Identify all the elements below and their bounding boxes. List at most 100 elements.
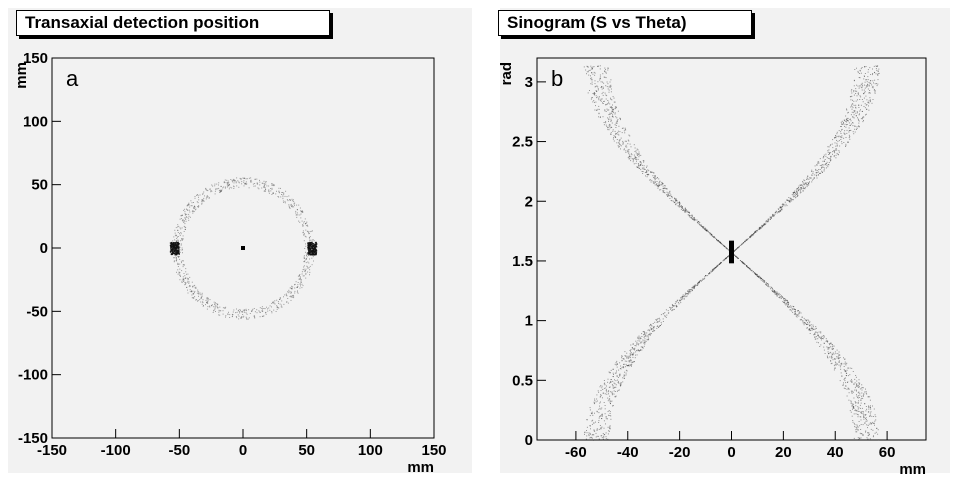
sinogram-point <box>611 109 613 111</box>
sinogram-point <box>654 321 656 323</box>
sinogram-point <box>855 88 857 90</box>
cluster-point <box>308 252 310 254</box>
sinogram-point <box>826 346 828 348</box>
ring-point <box>253 185 255 187</box>
sinogram-point <box>612 109 614 111</box>
sinogram-point <box>772 214 774 216</box>
ring-point <box>243 181 245 183</box>
sinogram-point <box>646 338 648 340</box>
ring-point <box>239 309 241 310</box>
sinogram-point <box>603 76 605 78</box>
ring-point <box>305 223 307 225</box>
sinogram-point <box>806 319 808 321</box>
ring-point <box>293 203 295 205</box>
ring-point <box>279 303 281 305</box>
ring-point <box>220 190 222 192</box>
ring-point <box>194 287 196 289</box>
sinogram-point <box>650 329 652 331</box>
sinogram-point <box>753 233 754 235</box>
sinogram-point <box>873 435 874 437</box>
sinogram-point <box>597 86 599 88</box>
ring-point <box>285 294 287 296</box>
ring-point <box>186 273 187 275</box>
sinogram-point <box>807 178 809 180</box>
ring-point <box>184 217 186 219</box>
y-axis-label: rad <box>498 62 515 85</box>
cluster-point <box>313 245 315 247</box>
sinogram-point <box>605 124 607 126</box>
sinogram-point <box>610 112 612 114</box>
ring-point <box>198 293 200 295</box>
sinogram-point <box>644 342 646 344</box>
sinogram-point <box>605 85 607 87</box>
cluster-point <box>175 249 177 251</box>
sinogram-point <box>809 333 811 334</box>
sinogram-point <box>768 218 770 220</box>
sinogram-point <box>809 181 810 183</box>
sinogram-point <box>840 126 842 127</box>
sinogram-point <box>757 274 758 276</box>
sinogram-point <box>861 67 863 68</box>
sinogram-point <box>822 338 823 339</box>
sinogram-point <box>604 92 606 94</box>
sinogram-point <box>860 437 862 439</box>
ring-point <box>311 239 313 241</box>
sinogram-point <box>855 112 857 114</box>
sinogram-point <box>837 353 839 355</box>
ring-point <box>288 291 290 293</box>
cluster-point <box>311 249 313 252</box>
y-tick-label: 2 <box>525 193 533 210</box>
sinogram-point <box>598 412 600 414</box>
ring-point <box>181 247 183 249</box>
sinogram-point <box>618 146 620 148</box>
sinogram-point <box>636 166 638 168</box>
sinogram-point <box>874 79 876 81</box>
sinogram-point <box>655 181 656 183</box>
sinogram-point <box>758 275 760 277</box>
ring-point <box>238 315 240 317</box>
ring-point <box>273 185 275 187</box>
sinogram-point <box>658 317 660 319</box>
ring-point <box>283 193 285 195</box>
sinogram-point <box>776 293 778 294</box>
sinogram-point <box>639 340 641 342</box>
sinogram-point <box>722 244 724 246</box>
sinogram-point <box>627 157 629 159</box>
sinogram-point <box>792 311 794 313</box>
sinogram-point <box>862 101 864 103</box>
sinogram-point <box>591 72 592 74</box>
sinogram-point <box>843 387 845 389</box>
sinogram-point <box>644 340 646 342</box>
ring-point <box>218 314 220 316</box>
sinogram-point <box>850 124 851 126</box>
sinogram-point <box>846 109 848 111</box>
sinogram-point <box>875 68 877 70</box>
plot-pad <box>500 8 950 473</box>
sinogram-point <box>828 347 830 349</box>
sinogram-point <box>717 240 719 241</box>
sinogram-point <box>713 237 715 239</box>
sinogram-point <box>869 407 871 409</box>
sinogram-point <box>659 181 661 183</box>
sinogram-point <box>819 158 821 160</box>
sinogram-point <box>791 198 792 200</box>
sinogram-point <box>652 330 653 332</box>
sinogram-point <box>654 176 656 178</box>
sinogram-point <box>603 124 605 126</box>
ring-point <box>300 213 302 215</box>
sinogram-point <box>742 242 744 244</box>
sinogram-point <box>870 82 872 84</box>
sinogram-point <box>787 301 789 303</box>
sinogram-point <box>609 124 611 126</box>
sinogram-point <box>679 205 681 207</box>
sinogram-point <box>829 160 831 162</box>
sinogram-point <box>609 426 611 428</box>
sinogram-point <box>632 361 633 363</box>
sinogram-point <box>684 211 686 213</box>
sinogram-point <box>591 423 593 425</box>
sinogram-point <box>611 106 612 108</box>
sinogram-point <box>651 179 653 181</box>
sinogram-point <box>598 420 600 422</box>
sinogram-point <box>857 402 859 404</box>
cluster-point <box>315 248 317 251</box>
